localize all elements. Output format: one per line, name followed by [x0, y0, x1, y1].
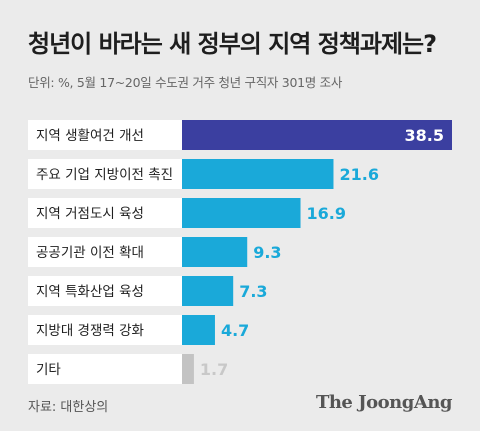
category-label-box — [28, 354, 182, 384]
category-label: 지역 거점도시 육성 — [36, 206, 144, 222]
publisher-logo: The JoongAng — [315, 392, 453, 413]
bar — [182, 159, 334, 189]
category-label: 기타 — [36, 362, 61, 378]
category-label-box — [28, 198, 182, 228]
bar — [182, 276, 234, 306]
bar — [182, 198, 301, 228]
category-label-box — [28, 315, 182, 345]
bar — [182, 315, 215, 345]
bar — [182, 237, 248, 267]
chart-subtitle: 단위: %, 5월 17~20일 수도권 거주 청년 구직자 301명 조사 — [28, 75, 343, 90]
category-label-box — [28, 120, 182, 150]
category-label: 지방대 경쟁력 강화 — [36, 323, 144, 339]
data-label: 38.5 — [405, 126, 444, 145]
category-label: 지역 생활여건 개선 — [36, 128, 144, 144]
data-label: 7.3 — [239, 282, 267, 301]
data-label: 21.6 — [339, 165, 378, 184]
data-label: 9.3 — [253, 243, 281, 262]
category-label: 공공기관 이전 확대 — [36, 245, 144, 261]
bar — [182, 354, 194, 384]
chart-title: 청년이 바라는 새 정부의 지역 정책과제는? — [28, 30, 437, 58]
category-label-box — [28, 237, 182, 267]
category-label-box — [28, 159, 182, 189]
category-label: 주요 기업 지방이전 촉진 — [36, 167, 173, 183]
bar — [182, 120, 452, 150]
category-label: 지역 특화산업 육성 — [36, 284, 144, 300]
data-label: 1.7 — [200, 360, 228, 379]
source-note: 자료: 대한상의 — [28, 400, 109, 415]
data-label: 16.9 — [307, 204, 346, 223]
category-label-box — [28, 276, 182, 306]
data-label: 4.7 — [221, 321, 249, 340]
